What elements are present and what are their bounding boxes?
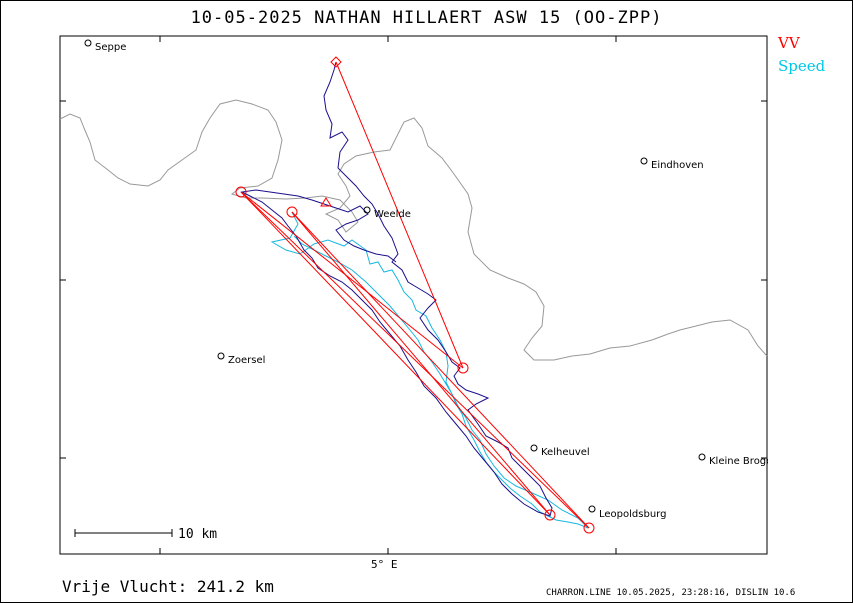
footer-meta: CHARRON.LINE 10.05.2025, 23:28:16, DISLI… (546, 588, 796, 598)
axis-ticks (60, 36, 767, 554)
flight-title: 10-05-2025 NATHAN HILLAERT ASW 15 (OO-ZP… (190, 8, 663, 28)
speed-track (270, 211, 589, 529)
turnpoint-marker (544, 509, 556, 521)
place-label-leopoldsburg: Leopoldsburg (599, 509, 666, 520)
flight-track (240, 61, 553, 517)
free-flight-distance: Vrije Vlucht: 241.2 km (62, 577, 274, 596)
place-marker (363, 206, 371, 214)
turnpoint-marker (583, 522, 595, 534)
place-marker (640, 157, 648, 165)
place-labels: Seppe Eindhoven Weelde Zoersel Kelheuvel… (95, 42, 775, 520)
place-label-kelheuvel: Kelheuvel (541, 447, 590, 458)
place-label-kleine-brogel: Kleine Brogel (709, 456, 775, 467)
scale-label: 10 km (178, 527, 217, 542)
place-marker (698, 453, 706, 461)
task-legs (240, 61, 590, 529)
place-label-eindhoven: Eindhoven (651, 160, 704, 171)
longitude-label: 5° E (371, 558, 398, 571)
plot-area (59, 35, 768, 555)
start-marker (330, 56, 342, 68)
place-label-weelde: Weelde (374, 209, 411, 220)
place-label-seppe: Seppe (95, 42, 126, 53)
country-border (59, 99, 768, 361)
turnpoint-marker (235, 186, 247, 198)
turnpoint-marker (286, 206, 298, 218)
place-marker (84, 39, 92, 47)
legend-speed: Speed (778, 57, 826, 75)
place-marker (530, 444, 538, 452)
place-marker (588, 505, 596, 513)
scale-bar (74, 529, 173, 537)
places (84, 39, 706, 513)
turnpoints (235, 56, 595, 534)
turnpoint-marker (457, 362, 469, 374)
place-label-zoersel: Zoersel (228, 355, 265, 366)
place-marker (217, 352, 225, 360)
finish-marker (320, 197, 332, 207)
legend-vv: VV (778, 34, 800, 52)
